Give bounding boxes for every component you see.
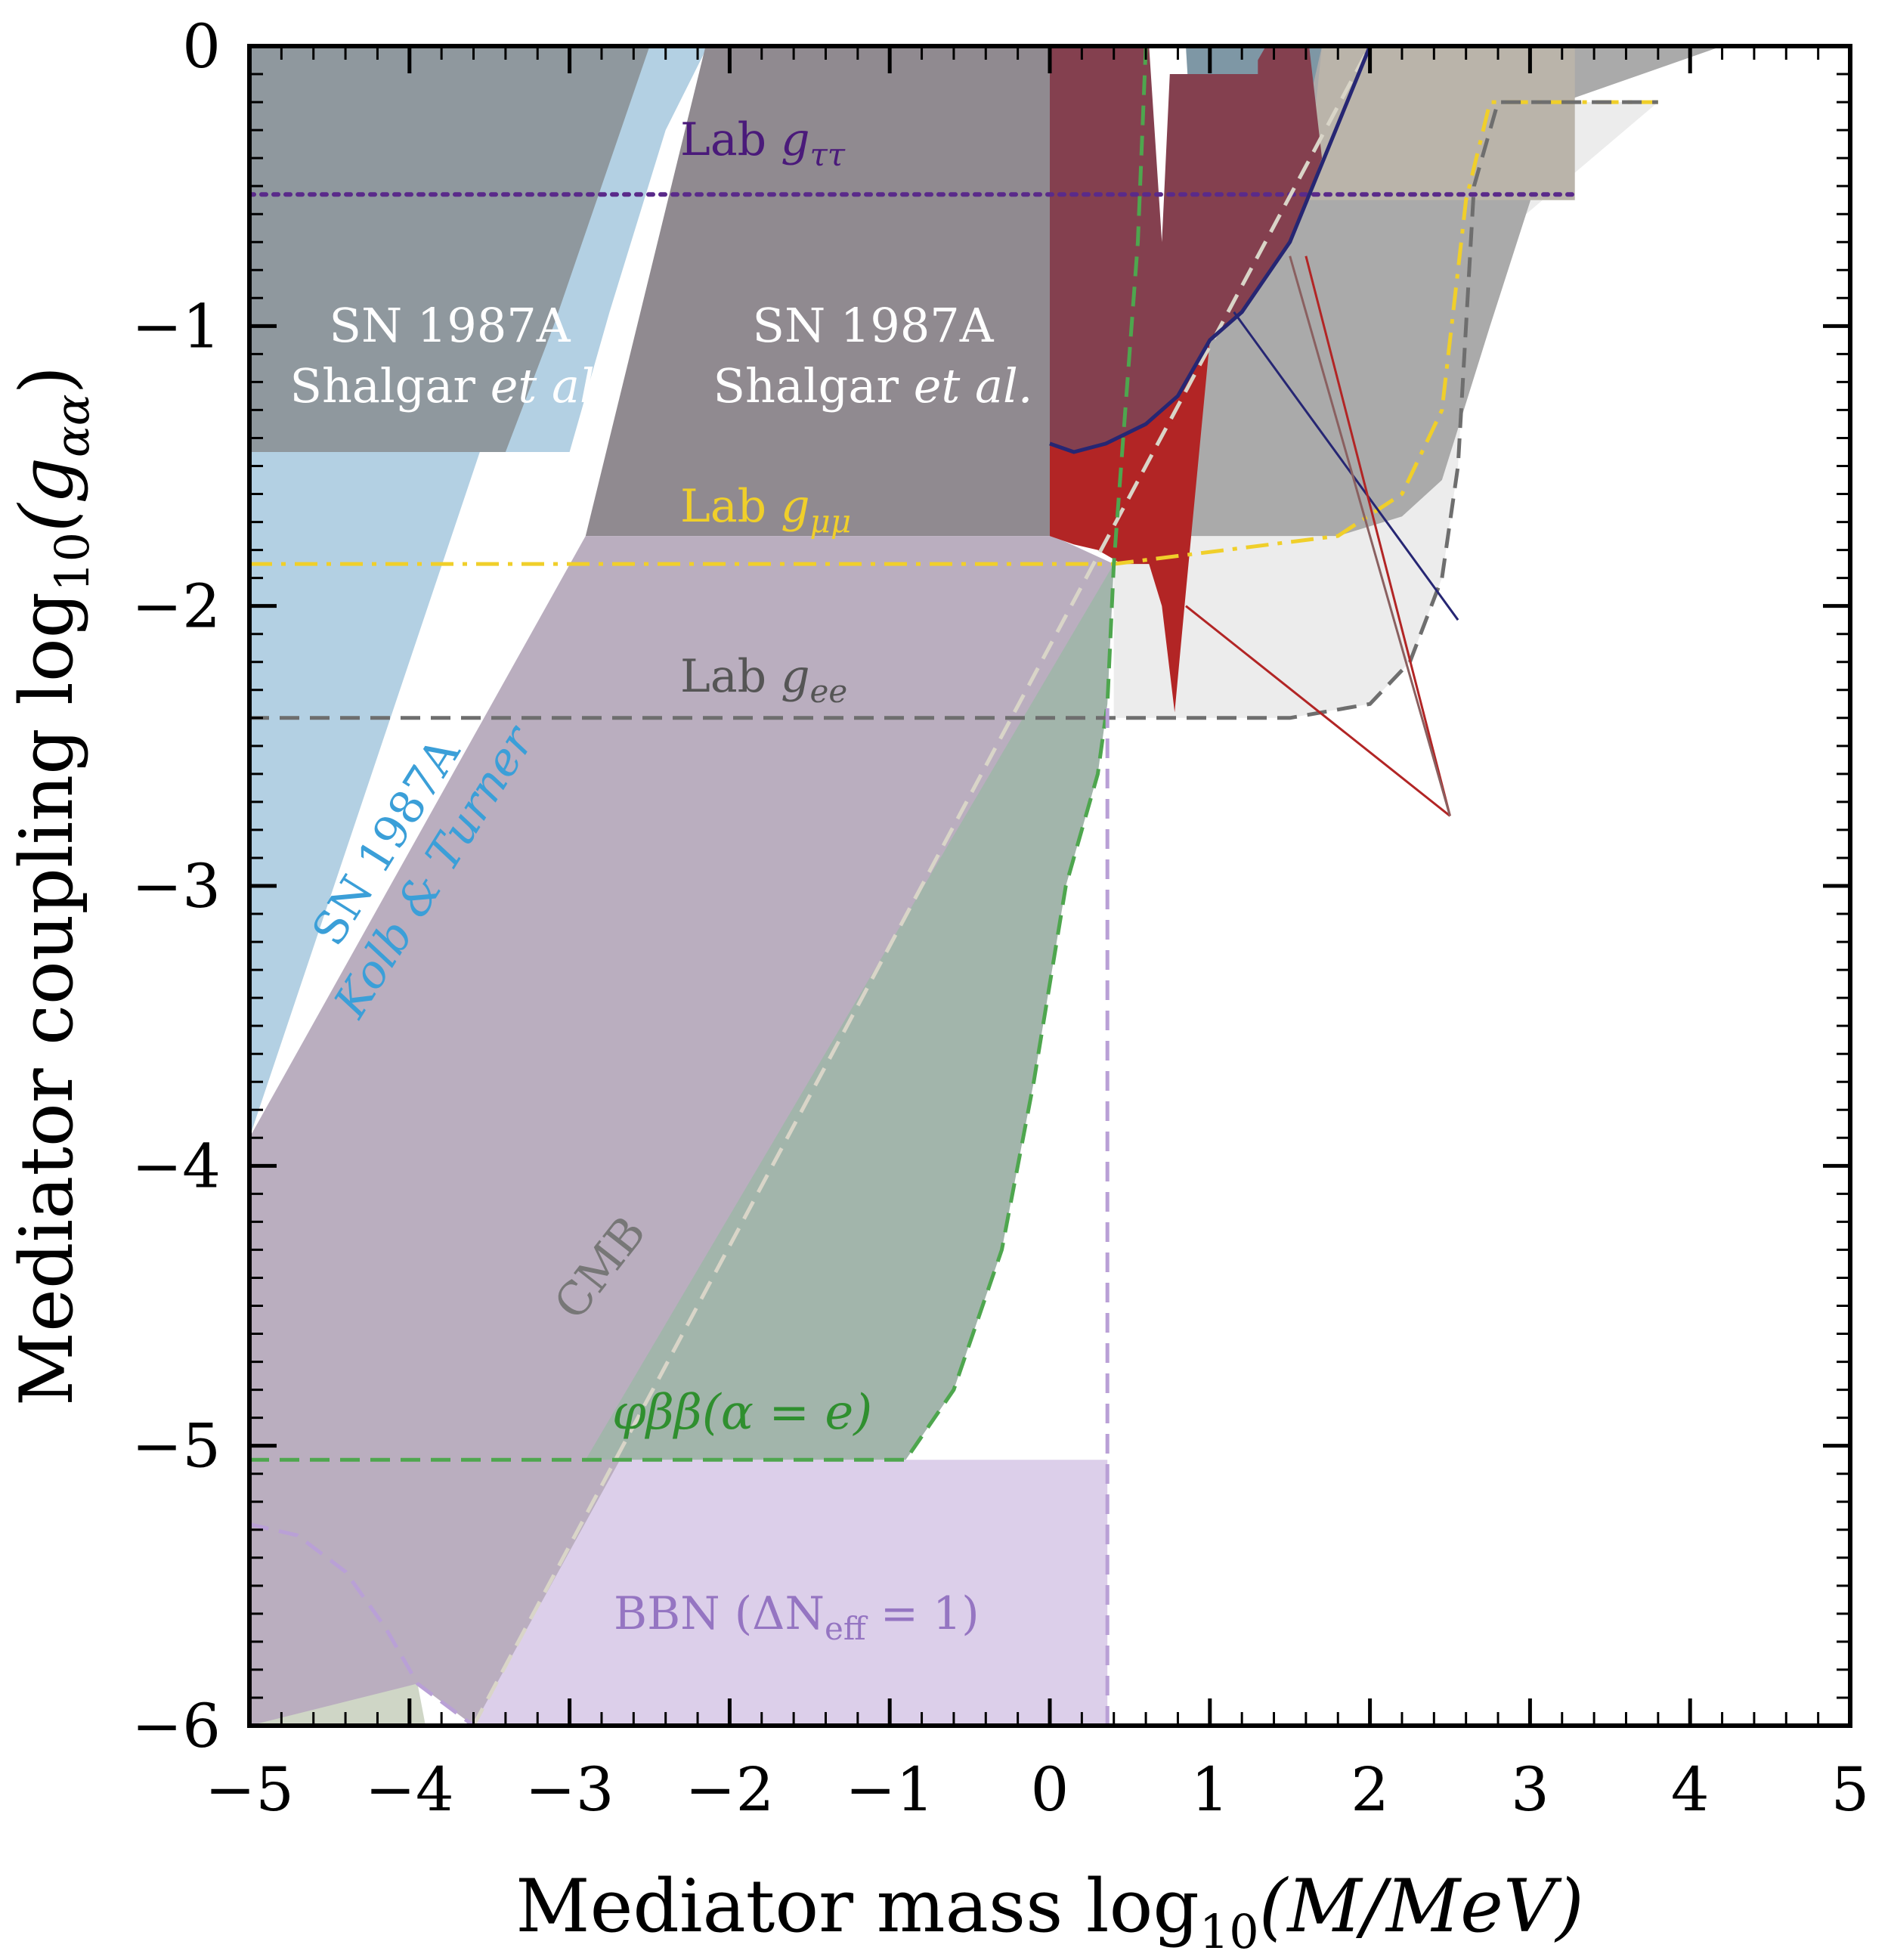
double-beta-line (249, 46, 1148, 1462)
y-tick-label: −1 (132, 291, 221, 361)
y-tick-label: −2 (132, 571, 221, 642)
txs-region (1050, 46, 1323, 452)
icecube-pointer-line-a (1185, 605, 1451, 817)
x-tick-label: 1 (1190, 1754, 1229, 1825)
y-tick-label: −4 (132, 1131, 221, 1201)
x-tick-label: −1 (845, 1754, 934, 1825)
label-shalgar-right-2: Shalgar et al. (713, 358, 1032, 413)
lab-gee-line (249, 100, 1658, 720)
line-layer (249, 46, 1658, 1726)
icecube-pointer-line-b (1305, 255, 1451, 816)
y-tick-label: −6 (132, 1691, 221, 1761)
icecube-pointer-line-c (1289, 255, 1451, 816)
y-tick-label: −5 (132, 1411, 221, 1482)
label-double-beta: φββ(α = e) (612, 1385, 872, 1441)
label-lab-gmumu: Lab gμμ (680, 480, 851, 540)
sn1987a-kolb-turner-region (249, 46, 708, 1138)
x-tick-label: 5 (1831, 1754, 1870, 1825)
sn1987a-shalgar-right-region (585, 46, 1054, 537)
x-tick-label: 3 (1511, 1754, 1549, 1825)
region-layer (249, 46, 1722, 1726)
label-shalgar-right-1: SN 1987A (753, 298, 995, 353)
x-tick-label: 0 (1031, 1754, 1069, 1825)
x-tick-label: 4 (1671, 1754, 1710, 1825)
label-bbn: BBN (ΔNeff = 1) (614, 1587, 980, 1647)
label-shalgar-left-2: Shalgar et al. (289, 358, 609, 413)
y-tick-label: 0 (182, 11, 221, 82)
icecube-region (1050, 339, 1210, 713)
txs-pointer-line (1233, 311, 1459, 621)
sn1987a-shalgar-left-region (249, 46, 650, 452)
x-tick-label: −3 (525, 1754, 614, 1825)
double-beta-region (585, 564, 1114, 1460)
cmb-line (472, 46, 1372, 1726)
txs-line (1049, 46, 1372, 454)
pointer-layer (1185, 255, 1459, 817)
tick-layer (247, 44, 1852, 1728)
x-tick-label: −2 (685, 1754, 774, 1825)
label-lab-gtautau: Lab gττ (680, 113, 846, 173)
lab-gmumu (249, 100, 1658, 566)
y-axis-label: Mediator coupling log10(gαα) (5, 366, 100, 1406)
x-tick-label: 2 (1351, 1754, 1389, 1825)
bbn-line (249, 1522, 475, 1726)
label-shalgar-left-1: SN 1987A (330, 298, 571, 353)
label-lab-gee: Lab gee (680, 650, 847, 710)
grey-top-region (1305, 46, 1575, 200)
y-tick-label: −3 (132, 851, 221, 921)
cmb-region (249, 536, 1114, 1726)
tick-label-layer: −5 −4 −3 −2 −1 0 1 2 3 4 50−1−2−3−4−5−6 (132, 11, 1869, 1825)
x-tick-label: −4 (365, 1754, 454, 1825)
bbn-region (473, 1460, 1108, 1726)
x-tick-label: −5 (205, 1754, 294, 1825)
x-axis-label: Mediator mass log10(M/MeV) (515, 1864, 1583, 1959)
